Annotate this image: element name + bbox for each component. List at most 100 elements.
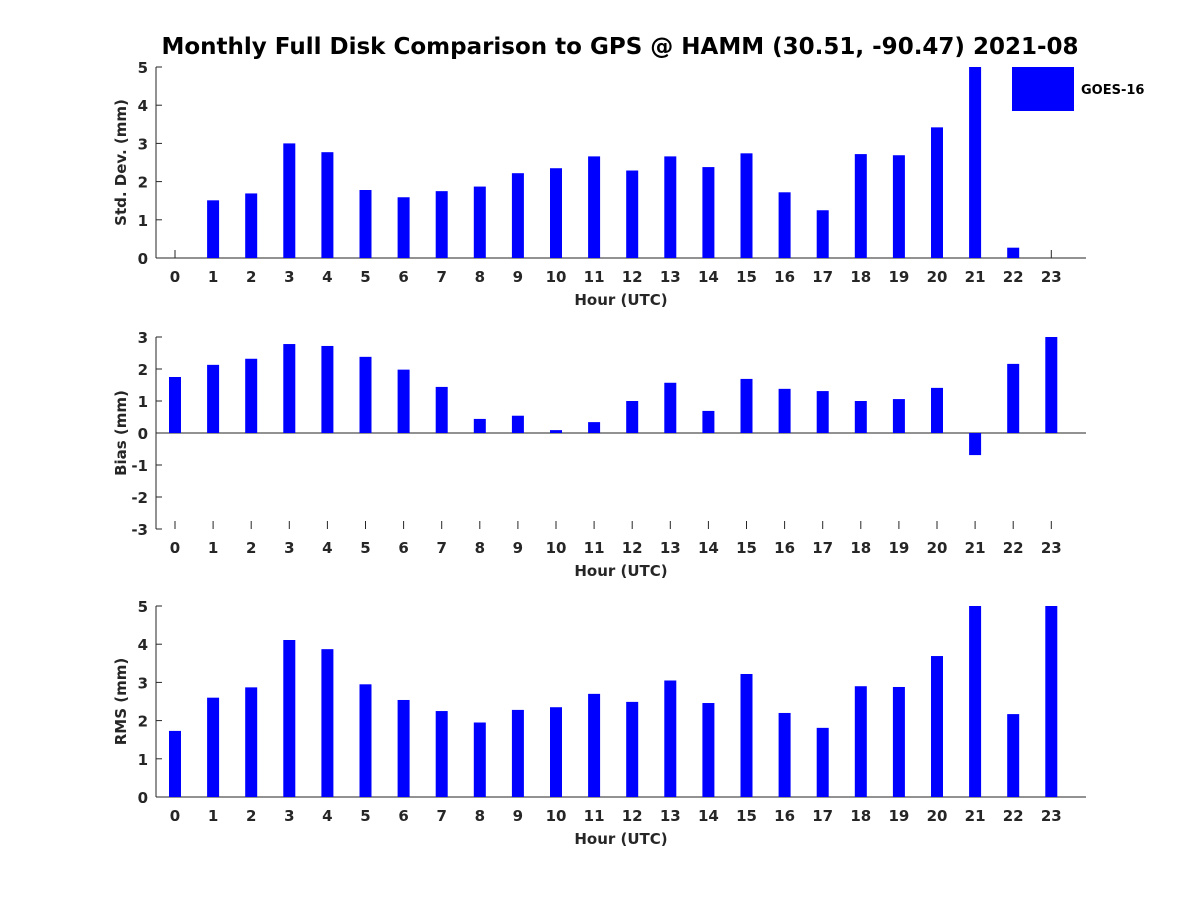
- bar-hour-18: [854, 401, 867, 433]
- x-tick-label: 7: [436, 807, 446, 825]
- x-tick-label: 18: [850, 807, 871, 825]
- x-tick-label: 21: [965, 539, 986, 557]
- legend-swatch: [1012, 67, 1074, 111]
- y-tick-label: 0: [138, 789, 148, 807]
- bar-hour-6: [397, 197, 410, 258]
- x-tick-label: 9: [513, 539, 523, 557]
- x-tick-label: 14: [698, 539, 719, 557]
- bar-hour-16: [778, 192, 791, 258]
- bar-hour-16: [778, 712, 791, 797]
- y-tick-label: 1: [138, 212, 148, 230]
- x-tick-label: 17: [812, 268, 833, 286]
- x-tick-label: 21: [965, 807, 986, 825]
- x-tick-label: 20: [927, 539, 948, 557]
- x-tick-label: 11: [584, 268, 605, 286]
- bar-hour-19: [892, 155, 905, 258]
- y-tick-label: 0: [138, 425, 148, 443]
- x-tick-label: 23: [1041, 268, 1062, 286]
- bar-hour-17: [816, 727, 829, 797]
- bar-hour-9: [511, 415, 524, 433]
- bar-hour-11: [588, 422, 601, 433]
- bar-hour-15: [740, 378, 753, 433]
- x-tick-label: 16: [774, 268, 795, 286]
- bar-hour-2: [245, 193, 258, 258]
- x-tick-label: 4: [322, 539, 332, 557]
- bar-hour-4: [321, 152, 334, 258]
- x-tick-label: 10: [546, 539, 567, 557]
- y-tick-label: 5: [138, 59, 148, 77]
- bar-hour-3: [283, 143, 296, 258]
- bar-hour-20: [931, 656, 943, 797]
- x-tick-label: 8: [475, 807, 485, 825]
- legend: GOES-16: [1012, 67, 1144, 111]
- x-tick-label: 19: [888, 268, 909, 286]
- bar-hour-6: [397, 369, 410, 433]
- bar-hour-21: [969, 433, 982, 456]
- y-axis-label: Std. Dev. (mm): [112, 99, 130, 226]
- bar-hour-14: [702, 703, 715, 797]
- bar-hour-12: [626, 401, 639, 433]
- y-tick-label: 4: [138, 636, 148, 654]
- bar-hour-8: [473, 418, 486, 433]
- x-tick-label: 12: [622, 807, 643, 825]
- bar-hour-20: [931, 387, 943, 433]
- x-tick-label: 13: [660, 807, 681, 825]
- bar-hour-18: [854, 154, 867, 258]
- y-tick-label: 5: [138, 598, 148, 616]
- bar-hour-11: [588, 156, 601, 258]
- y-tick-label: 0: [138, 250, 148, 268]
- x-tick-label: 18: [850, 539, 871, 557]
- bar-hour-9: [511, 173, 524, 258]
- bar-hour-22: [1007, 363, 1020, 433]
- x-tick-label: 5: [360, 539, 370, 557]
- bar-hour-11: [588, 693, 601, 797]
- bar-hour-5: [359, 356, 372, 433]
- y-tick-label: 2: [138, 713, 148, 731]
- x-tick-label: 4: [322, 268, 332, 286]
- bar-hour-4: [321, 649, 334, 797]
- x-tick-label: 3: [284, 539, 294, 557]
- x-tick-label: 10: [546, 807, 567, 825]
- x-tick-label: 9: [513, 268, 523, 286]
- bar-hour-0: [169, 377, 181, 433]
- bar-hour-12: [626, 701, 639, 797]
- bar-hour-7: [435, 191, 448, 258]
- x-tick-label: 12: [622, 539, 643, 557]
- x-tick-label: 8: [475, 268, 485, 286]
- bar-hour-17: [816, 391, 829, 433]
- x-tick-label: 2: [246, 268, 256, 286]
- bar-hour-19: [892, 399, 905, 433]
- x-tick-label: 17: [812, 539, 833, 557]
- x-tick-label: 16: [774, 539, 795, 557]
- x-tick-label: 14: [698, 807, 719, 825]
- x-tick-label: 21: [965, 268, 986, 286]
- figure-title: Monthly Full Disk Comparison to GPS @ HA…: [161, 34, 1078, 60]
- bar-hour-7: [435, 386, 448, 433]
- y-tick-label: -1: [131, 457, 148, 475]
- bar-hour-0: [169, 730, 181, 797]
- y-tick-label: 1: [138, 751, 148, 769]
- x-axis-label: Hour (UTC): [574, 830, 667, 848]
- bar-hour-6: [397, 699, 410, 797]
- x-tick-label: 11: [584, 807, 605, 825]
- x-tick-label: 1: [208, 807, 218, 825]
- x-tick-label: 7: [436, 539, 446, 557]
- x-tick-label: 11: [584, 539, 605, 557]
- x-tick-label: 2: [246, 807, 256, 825]
- x-tick-label: 23: [1041, 807, 1062, 825]
- x-tick-label: 22: [1003, 807, 1024, 825]
- x-tick-label: 7: [436, 268, 446, 286]
- x-tick-label: 15: [736, 807, 757, 825]
- y-tick-label: -3: [131, 521, 148, 539]
- bar-hour-12: [626, 170, 639, 258]
- bar-hour-5: [359, 190, 372, 258]
- x-tick-label: 19: [888, 807, 909, 825]
- x-tick-label: 15: [736, 268, 757, 286]
- bar-hour-22: [1007, 714, 1020, 797]
- y-tick-label: 3: [138, 135, 148, 153]
- x-tick-label: 14: [698, 268, 719, 286]
- x-tick-label: 6: [398, 268, 408, 286]
- x-tick-label: 20: [927, 807, 948, 825]
